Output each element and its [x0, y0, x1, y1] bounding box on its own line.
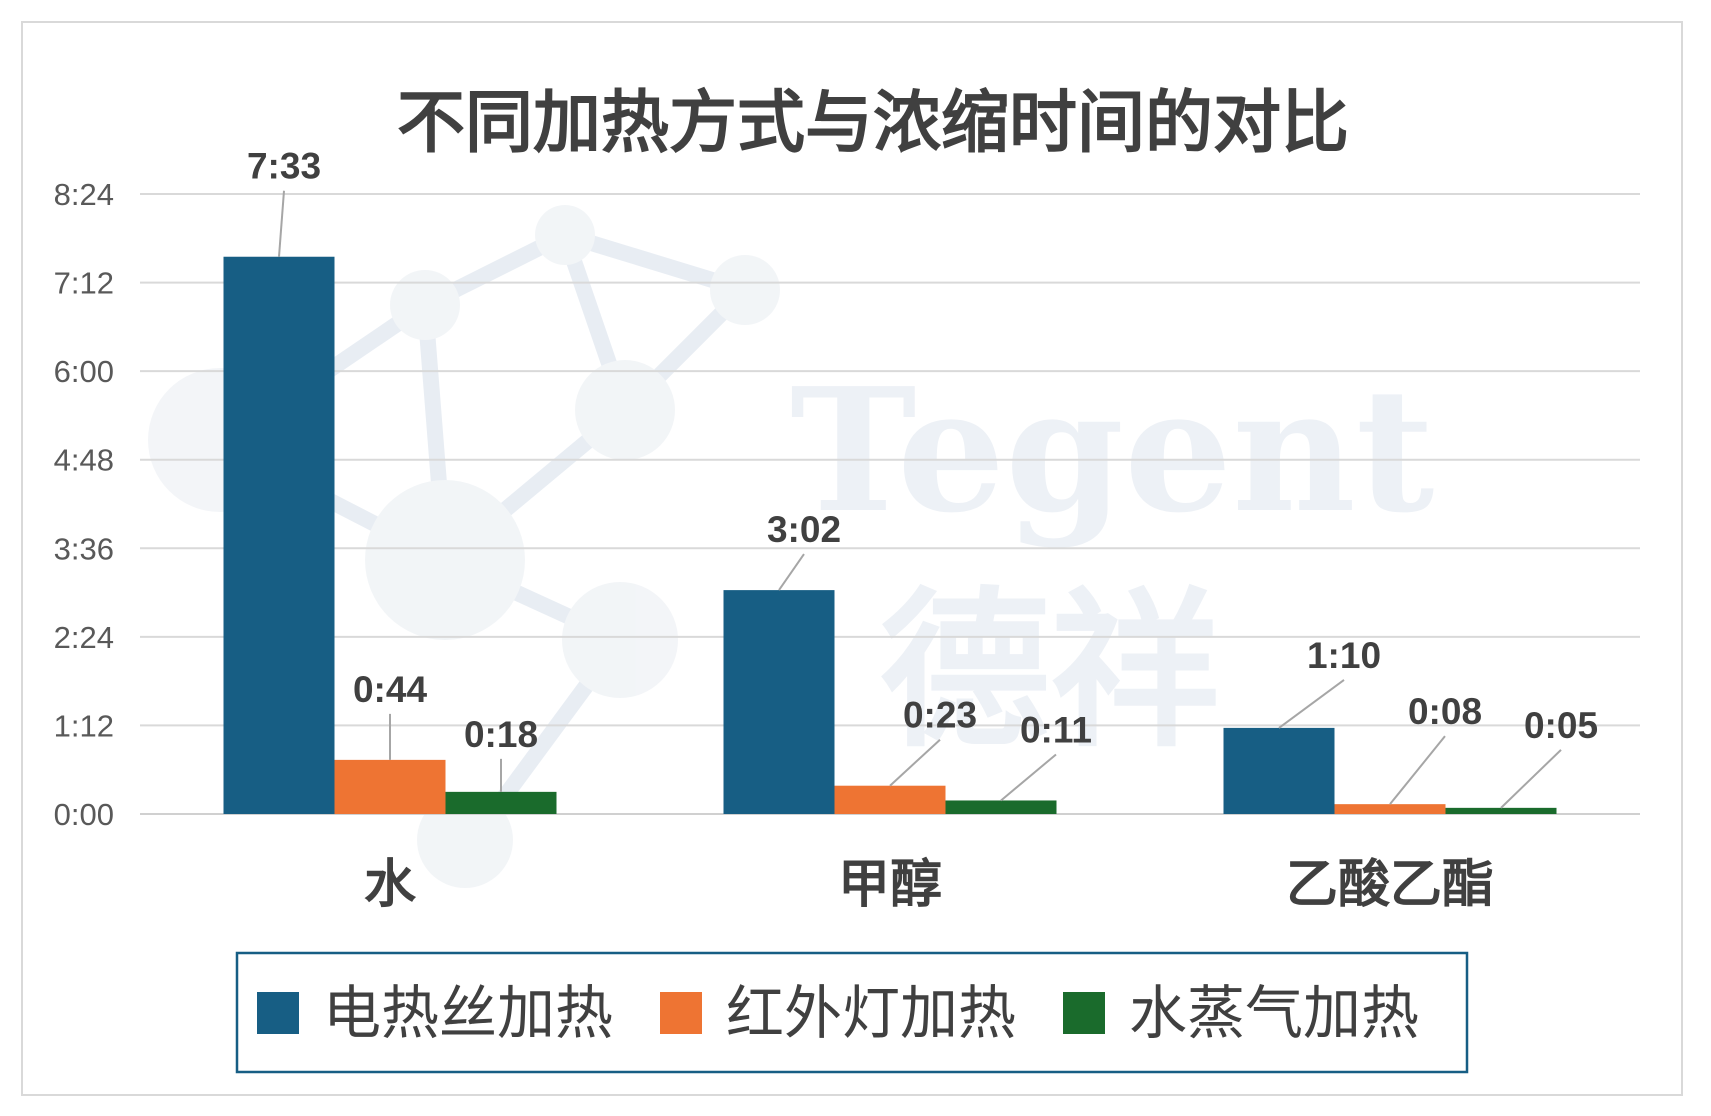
y-tick-label: 0:00	[54, 797, 114, 832]
leader-line	[1000, 753, 1057, 802]
y-tick-label: 8:24	[54, 177, 114, 212]
legend-label: 电热丝加热	[323, 979, 613, 1047]
bars	[223, 256, 1557, 814]
leader-line	[778, 553, 805, 591]
legend-swatch	[1063, 992, 1105, 1034]
chart-title: 不同加热方式与浓缩时间的对比	[397, 84, 1349, 163]
bar-红外灯加热-水	[334, 759, 446, 814]
data-label: 0:44	[353, 669, 427, 710]
category-label: 水	[364, 855, 417, 915]
legend-label: 水蒸气加热	[1129, 979, 1419, 1047]
leader-line	[1389, 735, 1446, 805]
data-label: 7:33	[247, 146, 321, 187]
y-tick-label: 1:12	[54, 708, 114, 743]
category-label: 乙酸乙酯	[1286, 855, 1494, 915]
x-axis-categories: 水 甲醇 乙酸乙酯	[364, 855, 1494, 915]
bar-电热丝加热-甲醇	[723, 590, 835, 814]
bar-红外灯加热-甲醇	[834, 785, 946, 814]
data-label: 0:23	[903, 695, 977, 736]
data-labels: 7:33 0:44 0:18 3:02 0:23 0:11 1:10 0:08 0:05	[247, 146, 1598, 755]
label-leader-lines	[278, 190, 1562, 809]
leader-line	[278, 190, 285, 257]
watermark-latin: Tegent	[790, 351, 1434, 551]
bar-水蒸气加热-水	[445, 791, 557, 814]
y-tick-label: 3:36	[54, 531, 114, 566]
watermark-chinese: 德祥	[880, 571, 1220, 771]
leader-line	[1500, 749, 1562, 809]
y-tick-label: 4:48	[54, 443, 114, 478]
y-tick-label: 7:12	[54, 266, 114, 301]
y-tick-label: 2:24	[54, 620, 114, 655]
watermark: Tegent 德祥	[148, 205, 1434, 888]
data-label: 3:02	[767, 509, 841, 550]
data-label: 0:18	[464, 714, 538, 755]
bar-水蒸气加热-乙酸乙酯	[1445, 807, 1557, 814]
data-label: 0:05	[1524, 705, 1598, 746]
legend-swatch	[660, 992, 702, 1034]
data-label: 1:10	[1307, 635, 1381, 676]
legend-box	[235, 951, 1469, 1074]
data-label: 0:08	[1408, 691, 1482, 732]
leader-line	[1278, 679, 1345, 729]
legend-label: 红外灯加热	[726, 979, 1016, 1047]
leader-line	[889, 738, 941, 787]
bar-红外灯加热-乙酸乙酯	[1334, 804, 1446, 814]
legend-swatch	[257, 992, 299, 1034]
y-tick-label: 6:00	[54, 354, 114, 389]
bar-水蒸气加热-甲醇	[945, 800, 1057, 814]
bar-电热丝加热-乙酸乙酯	[1223, 727, 1335, 814]
data-label: 0:11	[1020, 709, 1092, 750]
y-axis-ticks: 0:00 1:12 2:24 3:36 4:48 6:00 7:12 8:24	[54, 177, 114, 832]
legend: 电热丝加热 红外灯加热 水蒸气加热	[235, 951, 1469, 1074]
category-label: 甲醇	[838, 855, 942, 915]
bar-电热丝加热-水	[223, 256, 335, 814]
